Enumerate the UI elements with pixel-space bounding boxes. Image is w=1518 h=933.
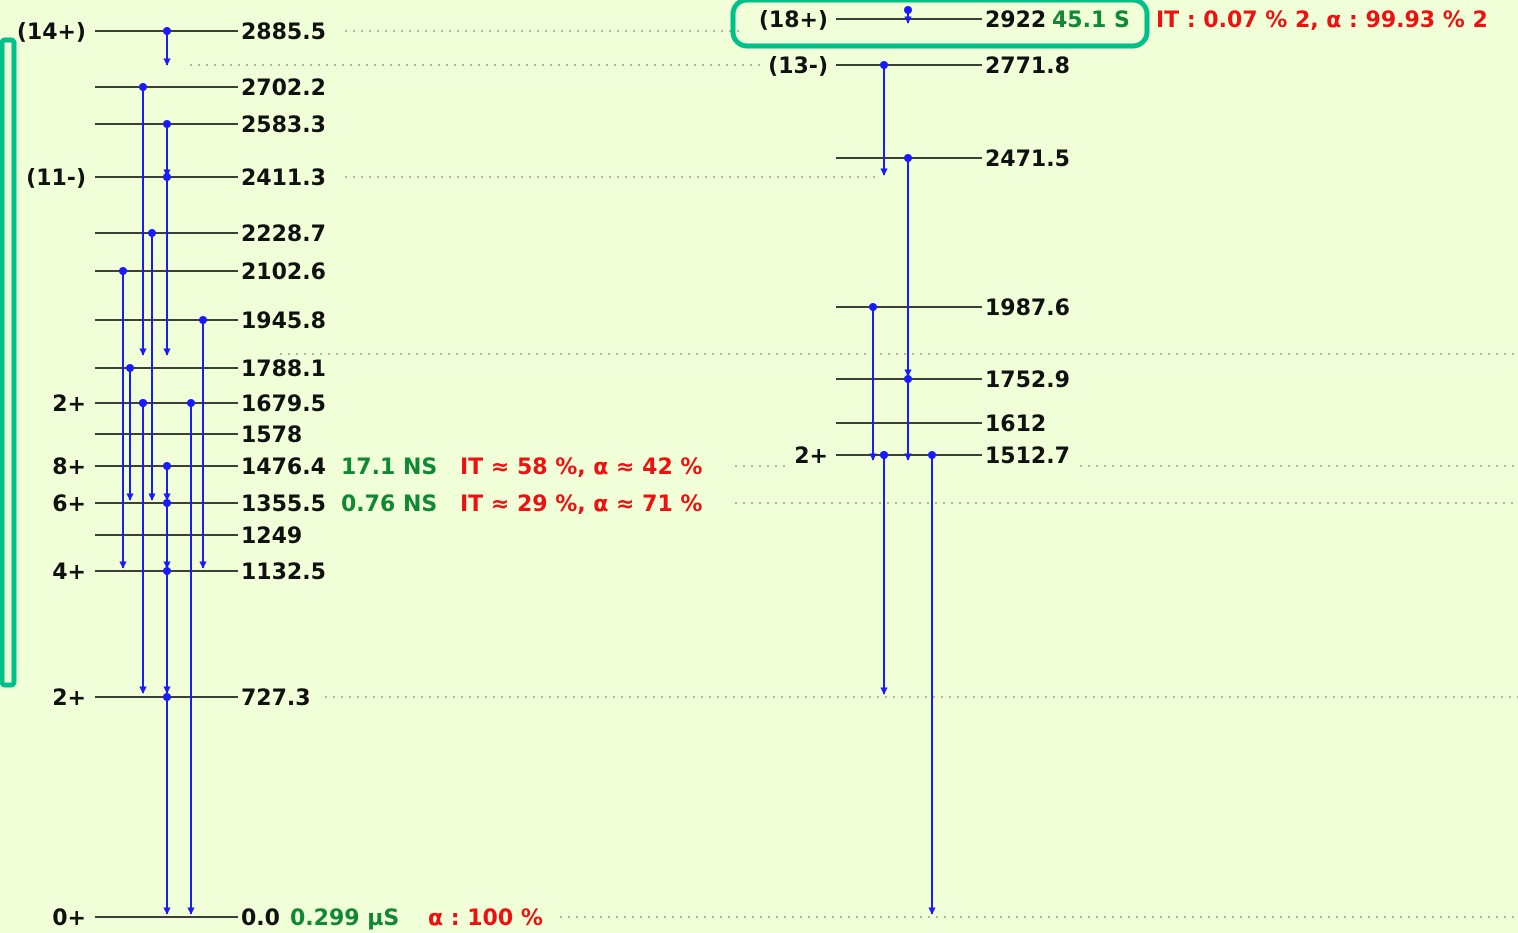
- transition-origin-dot: [148, 229, 156, 237]
- transition-origin-dot: [139, 83, 147, 91]
- decay-mode-label: IT : 0.07 % 2, α : 99.93 % 2: [1156, 8, 1488, 33]
- transition-origin-dot: [163, 567, 171, 575]
- transition-arrows: [119, 6, 936, 915]
- transition-origin-dot: [187, 399, 195, 407]
- transition-origin-dot: [928, 451, 936, 459]
- level-labels: (14+) 2885.5 2702.2 2583.3 (11-) 2411.3 2228.7…: [17, 8, 1488, 931]
- transition-origin-dot: [904, 154, 912, 162]
- half-life-label: 45.1 S: [1052, 8, 1130, 33]
- left-scheme-bracket-highlight: [0, 37, 17, 688]
- transition-origin-dot: [163, 120, 171, 128]
- decay-mode-label: α : 100 %: [428, 906, 543, 931]
- energy-label: 2102.6: [241, 260, 326, 285]
- energy-label: 1512.7: [985, 444, 1070, 469]
- spin-label: 2+: [52, 392, 86, 417]
- energy-label: 1578: [241, 423, 302, 448]
- spin-label: 2+: [794, 444, 828, 469]
- energy-label: 1987.6: [985, 296, 1070, 321]
- decay-mode-label: IT ≈ 29 %, α ≈ 71 %: [460, 492, 702, 517]
- transition-origin-dot: [199, 316, 207, 324]
- guide-lines: [190, 30, 1518, 918]
- energy-label: 1476.4: [241, 455, 326, 480]
- spin-label: 2+: [52, 686, 86, 711]
- level-2922-highlight: [730, 0, 1150, 49]
- energy-label: 727.3: [241, 686, 311, 711]
- energy-label: 1132.5: [241, 560, 326, 585]
- energy-label: 2771.8: [985, 54, 1070, 79]
- transition-origin-dot: [163, 499, 171, 507]
- energy-label: 1249: [241, 524, 302, 549]
- energy-label: 2922: [985, 8, 1046, 33]
- transition-origin-dot: [119, 267, 127, 275]
- spin-label: (11-): [26, 166, 86, 191]
- spin-label: 0+: [52, 906, 86, 931]
- energy-label: 0.0: [241, 906, 280, 931]
- spin-label: 4+: [52, 560, 86, 585]
- transition-origin-dot: [904, 6, 912, 14]
- energy-label: 1788.1: [241, 357, 326, 382]
- spin-label: (14+): [17, 20, 86, 45]
- energy-label: 2583.3: [241, 113, 326, 138]
- transition-origin-dot: [880, 451, 888, 459]
- energy-label: 2228.7: [241, 222, 326, 247]
- transition-origin-dot: [163, 462, 171, 470]
- highlight-boxes: [0, 0, 1150, 688]
- transition-origin-dot: [126, 364, 134, 372]
- transition-origin-dot: [904, 375, 912, 383]
- transition-origin-dot: [163, 27, 171, 35]
- spin-label: 8+: [52, 455, 86, 480]
- energy-label: 2471.5: [985, 147, 1070, 172]
- half-life-label: 17.1 NS: [341, 455, 437, 480]
- spin-label: (13-): [768, 54, 828, 79]
- energy-label: 2702.2: [241, 76, 326, 101]
- half-life-label: 0.299 µS: [290, 906, 399, 931]
- transition-origin-dot: [869, 303, 877, 311]
- energy-label: 1752.9: [985, 368, 1070, 393]
- energy-label: 1945.8: [241, 309, 326, 334]
- spin-label: (18+): [759, 8, 828, 33]
- transition-origin-dot: [880, 61, 888, 69]
- half-life-label: 0.76 NS: [341, 492, 437, 517]
- energy-label: 1355.5: [241, 492, 326, 517]
- energy-label: 1679.5: [241, 392, 326, 417]
- energy-label: 2885.5: [241, 20, 326, 45]
- spin-label: 6+: [52, 492, 86, 517]
- energy-label: 2411.3: [241, 166, 326, 191]
- decay-mode-label: IT ≈ 58 %, α ≈ 42 %: [460, 455, 702, 480]
- transition-origin-dot: [139, 399, 147, 407]
- energy-label: 1612: [985, 412, 1046, 437]
- transition-origin-dot: [163, 693, 171, 701]
- transition-origin-dot: [163, 173, 171, 181]
